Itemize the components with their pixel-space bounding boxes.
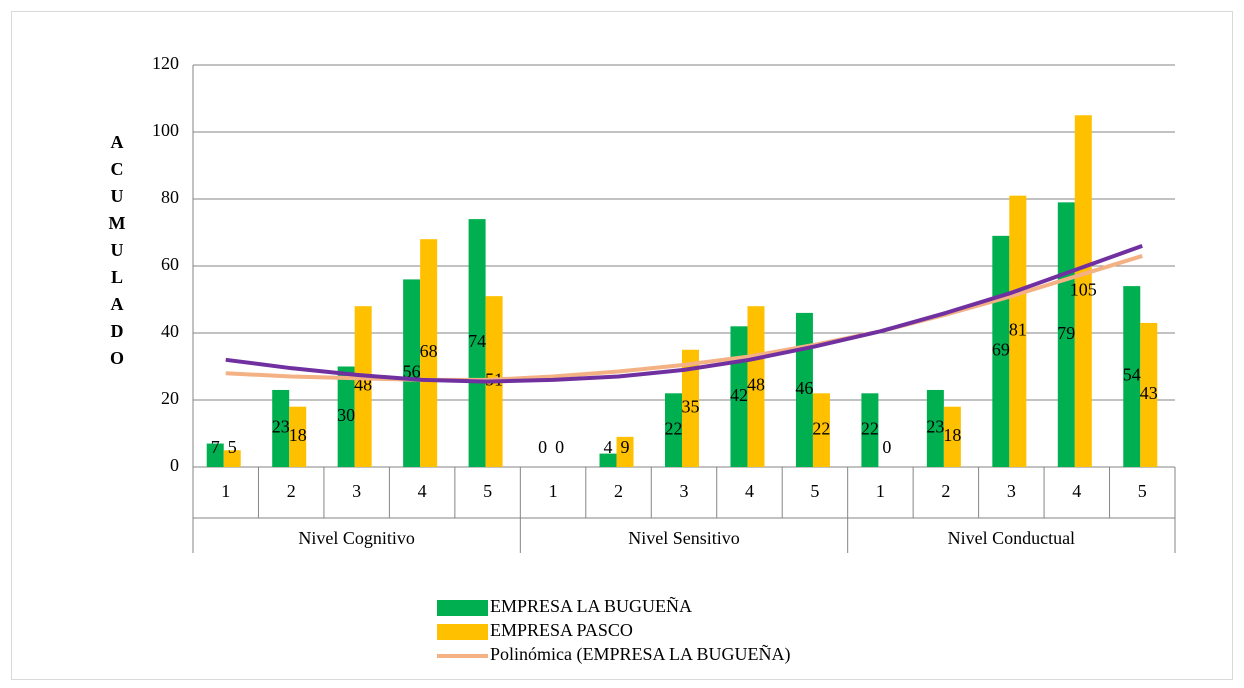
chart-border bbox=[11, 11, 1233, 680]
data-label: 0 bbox=[882, 437, 891, 457]
data-label: 48 bbox=[747, 375, 765, 395]
data-label: 68 bbox=[420, 341, 438, 361]
bar bbox=[1123, 286, 1141, 467]
x-tick-label: 4 bbox=[745, 481, 754, 501]
bar bbox=[468, 219, 486, 467]
x-tick-label: 1 bbox=[876, 481, 885, 501]
legend-swatch bbox=[437, 624, 488, 640]
data-label: 105 bbox=[1070, 279, 1097, 299]
legend-label: Polinómica (EMPRESA LA BUGUEÑA) bbox=[490, 643, 791, 665]
data-label: 35 bbox=[682, 397, 700, 417]
x-tick-label: 4 bbox=[418, 481, 427, 501]
x-tick-label: 5 bbox=[1138, 481, 1147, 501]
y-tick-label: 60 bbox=[161, 254, 179, 274]
bar bbox=[420, 239, 438, 467]
bar bbox=[289, 406, 307, 467]
y-tick-label: 100 bbox=[152, 120, 179, 140]
bar bbox=[747, 306, 765, 467]
legend-swatch bbox=[437, 600, 488, 616]
x-tick-label: 3 bbox=[680, 481, 689, 501]
group-label: Nivel Conductual bbox=[948, 528, 1075, 548]
data-label: 22 bbox=[861, 418, 879, 438]
x-tick-label: 2 bbox=[941, 481, 950, 501]
legend-label: EMPRESA LA BUGUEÑA bbox=[490, 595, 692, 616]
group-label: Nivel Sensitivo bbox=[628, 528, 740, 548]
data-label: 9 bbox=[621, 437, 630, 457]
data-label: 69 bbox=[992, 340, 1010, 360]
bar bbox=[272, 389, 290, 467]
bar bbox=[682, 349, 699, 467]
data-label: 18 bbox=[289, 425, 307, 445]
y-tick-label: 80 bbox=[161, 187, 179, 207]
x-tick-label: 5 bbox=[483, 481, 492, 501]
x-tick-label: 3 bbox=[352, 481, 361, 501]
bar bbox=[354, 306, 372, 467]
x-tick-label: 2 bbox=[614, 481, 623, 501]
bar bbox=[403, 279, 421, 467]
bar bbox=[1009, 195, 1027, 467]
bar bbox=[943, 406, 961, 467]
x-tick-label: 1 bbox=[221, 481, 230, 501]
data-label: 74 bbox=[468, 331, 486, 351]
data-label: 7 bbox=[211, 437, 220, 457]
bar bbox=[926, 389, 944, 467]
data-label: 5 bbox=[228, 437, 237, 457]
y-tick-label: 0 bbox=[170, 455, 179, 475]
y-tick-label: 120 bbox=[152, 53, 179, 73]
trendline bbox=[225, 244, 1143, 384]
data-label: 23 bbox=[926, 417, 944, 437]
x-tick-label: 1 bbox=[549, 481, 558, 501]
data-label: 23 bbox=[272, 417, 290, 437]
data-label: 43 bbox=[1140, 383, 1158, 403]
bar bbox=[616, 436, 634, 467]
data-label: 56 bbox=[403, 361, 421, 381]
legend-label: EMPRESA PASCO bbox=[490, 620, 633, 640]
data-label: 46 bbox=[795, 378, 813, 398]
bar bbox=[1074, 115, 1092, 467]
data-label: 0 bbox=[538, 437, 547, 457]
data-label: 22 bbox=[665, 418, 683, 438]
bar bbox=[665, 393, 682, 467]
bar bbox=[861, 393, 879, 467]
data-label: 79 bbox=[1057, 323, 1075, 343]
bar bbox=[1057, 202, 1075, 467]
data-label: 4 bbox=[604, 437, 613, 457]
y-axis-label: ACUMULADO bbox=[107, 132, 127, 375]
data-label: 18 bbox=[943, 425, 961, 445]
group-label: Nivel Cognitivo bbox=[298, 528, 415, 548]
data-label: 0 bbox=[555, 437, 564, 457]
data-label: 30 bbox=[337, 405, 355, 425]
bar bbox=[206, 443, 224, 467]
bar bbox=[812, 393, 830, 467]
y-tick-label: 40 bbox=[161, 321, 179, 341]
bar bbox=[599, 453, 617, 467]
trendline bbox=[225, 254, 1143, 382]
y-tick-label: 20 bbox=[161, 388, 179, 408]
x-tick-label: 3 bbox=[1007, 481, 1016, 501]
x-tick-label: 4 bbox=[1072, 481, 1081, 501]
data-label: 54 bbox=[1123, 365, 1141, 385]
bar bbox=[223, 450, 241, 467]
data-label: 42 bbox=[730, 385, 748, 405]
x-tick-label: 2 bbox=[287, 481, 296, 501]
bar bbox=[337, 366, 355, 467]
data-label: 81 bbox=[1009, 319, 1027, 339]
bar bbox=[1140, 322, 1158, 467]
x-tick-label: 5 bbox=[810, 481, 819, 501]
data-label: 22 bbox=[812, 418, 830, 438]
